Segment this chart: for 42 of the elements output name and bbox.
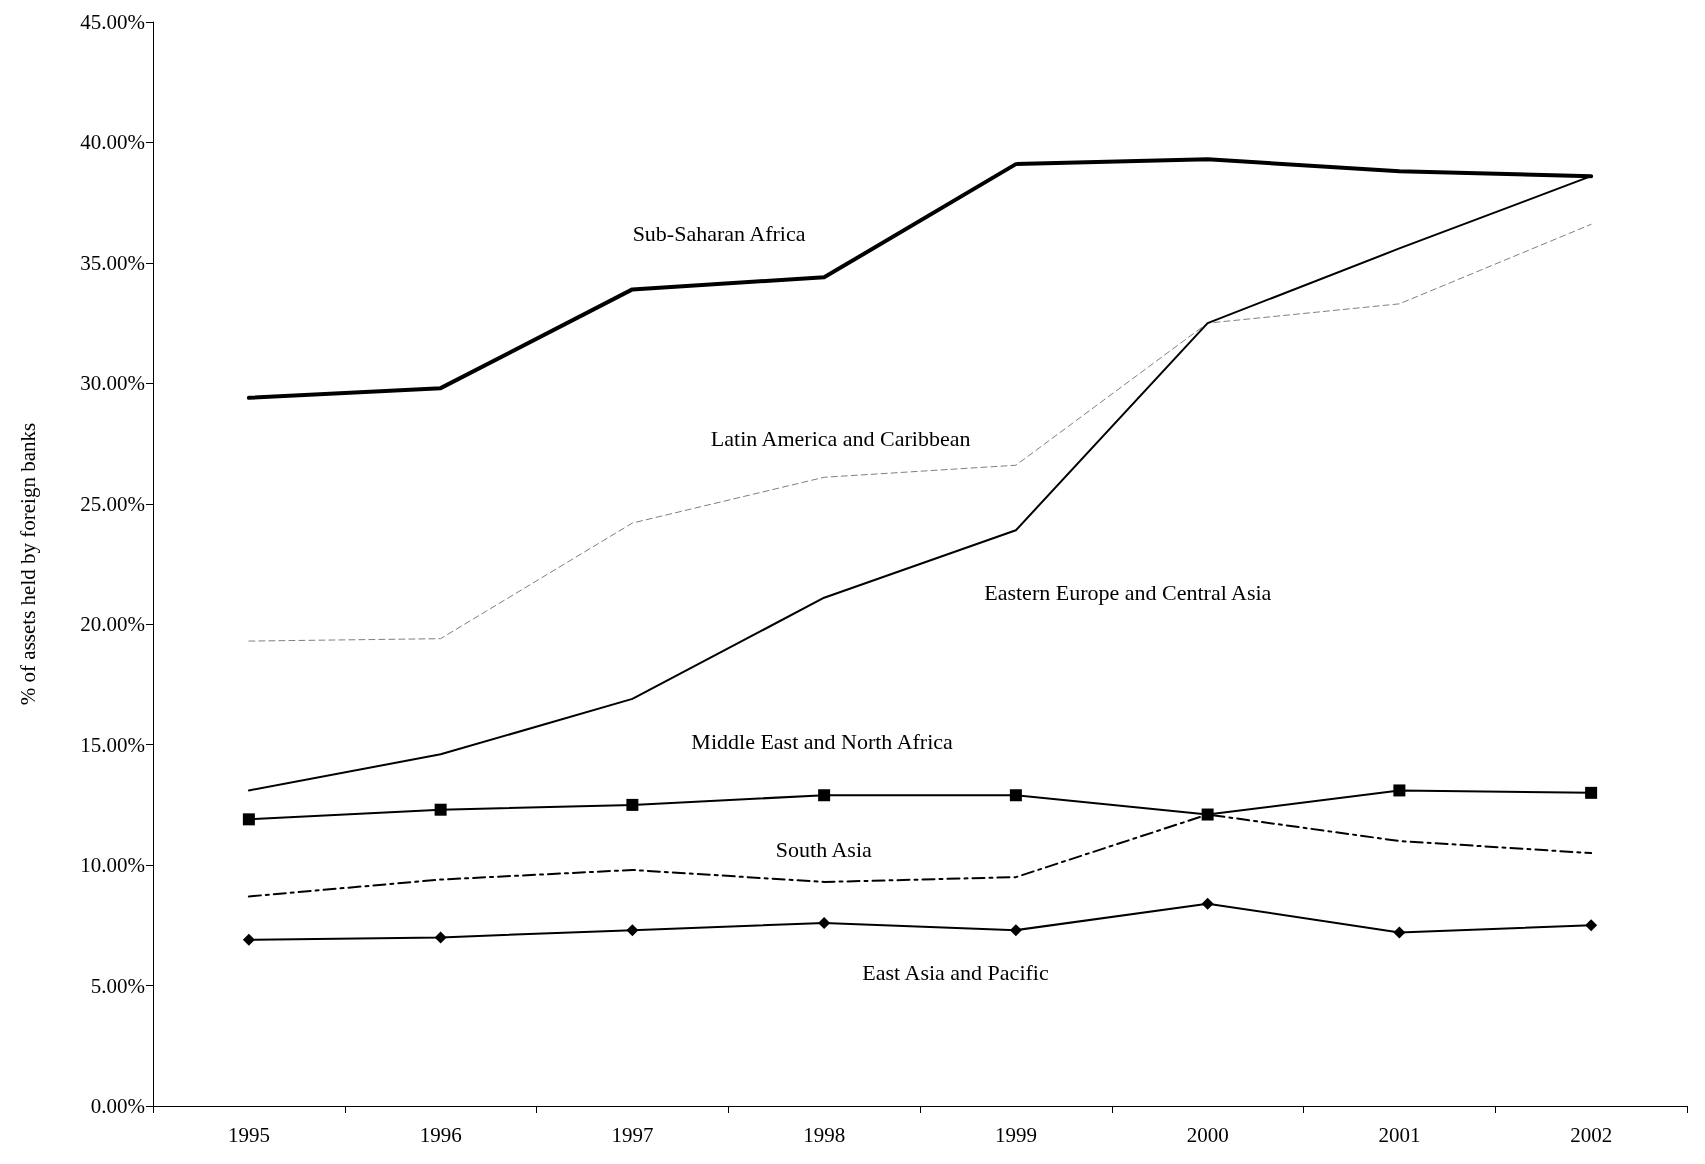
point xyxy=(434,931,447,944)
series-label: East Asia and Pacific xyxy=(862,959,1049,985)
y-tick-label: 5.00% xyxy=(90,973,145,998)
point xyxy=(818,916,831,929)
y-tick-label: 15.00% xyxy=(80,732,145,757)
series-label: Eastern Europe and Central Asia xyxy=(984,579,1272,605)
point xyxy=(818,789,831,802)
point xyxy=(434,803,447,816)
y-tick-label: 30.00% xyxy=(80,371,145,396)
series-label: South Asia xyxy=(775,836,872,862)
point xyxy=(242,813,255,826)
y-tick-label: 45.00% xyxy=(80,10,145,34)
x-tick-label: 1998 xyxy=(803,1122,846,1147)
series-label: Sub-Saharan Africa xyxy=(632,220,806,246)
point xyxy=(1009,789,1022,802)
point xyxy=(1393,926,1406,939)
point xyxy=(242,933,255,946)
line-series xyxy=(248,223,1592,642)
point xyxy=(1393,784,1406,797)
x-tick-label: 2002 xyxy=(1570,1122,1613,1147)
y-tick-label: 40.00% xyxy=(80,130,145,155)
x-tick-label: 1999 xyxy=(994,1122,1037,1147)
y-tick-label: 10.00% xyxy=(80,853,145,878)
y-tick-label: 25.00% xyxy=(80,491,145,516)
x-tick-label: 1996 xyxy=(419,1122,462,1147)
y-tick-label: 0.00% xyxy=(90,1094,145,1118)
x-tick-label: 2000 xyxy=(1186,1122,1229,1147)
point xyxy=(626,924,639,937)
series-label: Latin America and Caribbean xyxy=(710,426,971,451)
point xyxy=(1201,897,1214,910)
x-tick-label: 1995 xyxy=(227,1122,270,1147)
y-tick-label: 20.00% xyxy=(80,612,145,637)
x-tick-label: 2001 xyxy=(1378,1122,1421,1147)
point xyxy=(1009,924,1022,937)
y-axis-title: % of assets held by foreign banks xyxy=(15,422,40,706)
y-tick-label: 35.00% xyxy=(80,250,145,275)
point xyxy=(1201,808,1214,821)
point xyxy=(626,798,639,811)
x-tick-label: 1997 xyxy=(611,1122,654,1147)
point xyxy=(1585,786,1598,799)
series-label: Middle East and North Africa xyxy=(691,729,954,755)
point xyxy=(1585,919,1598,932)
